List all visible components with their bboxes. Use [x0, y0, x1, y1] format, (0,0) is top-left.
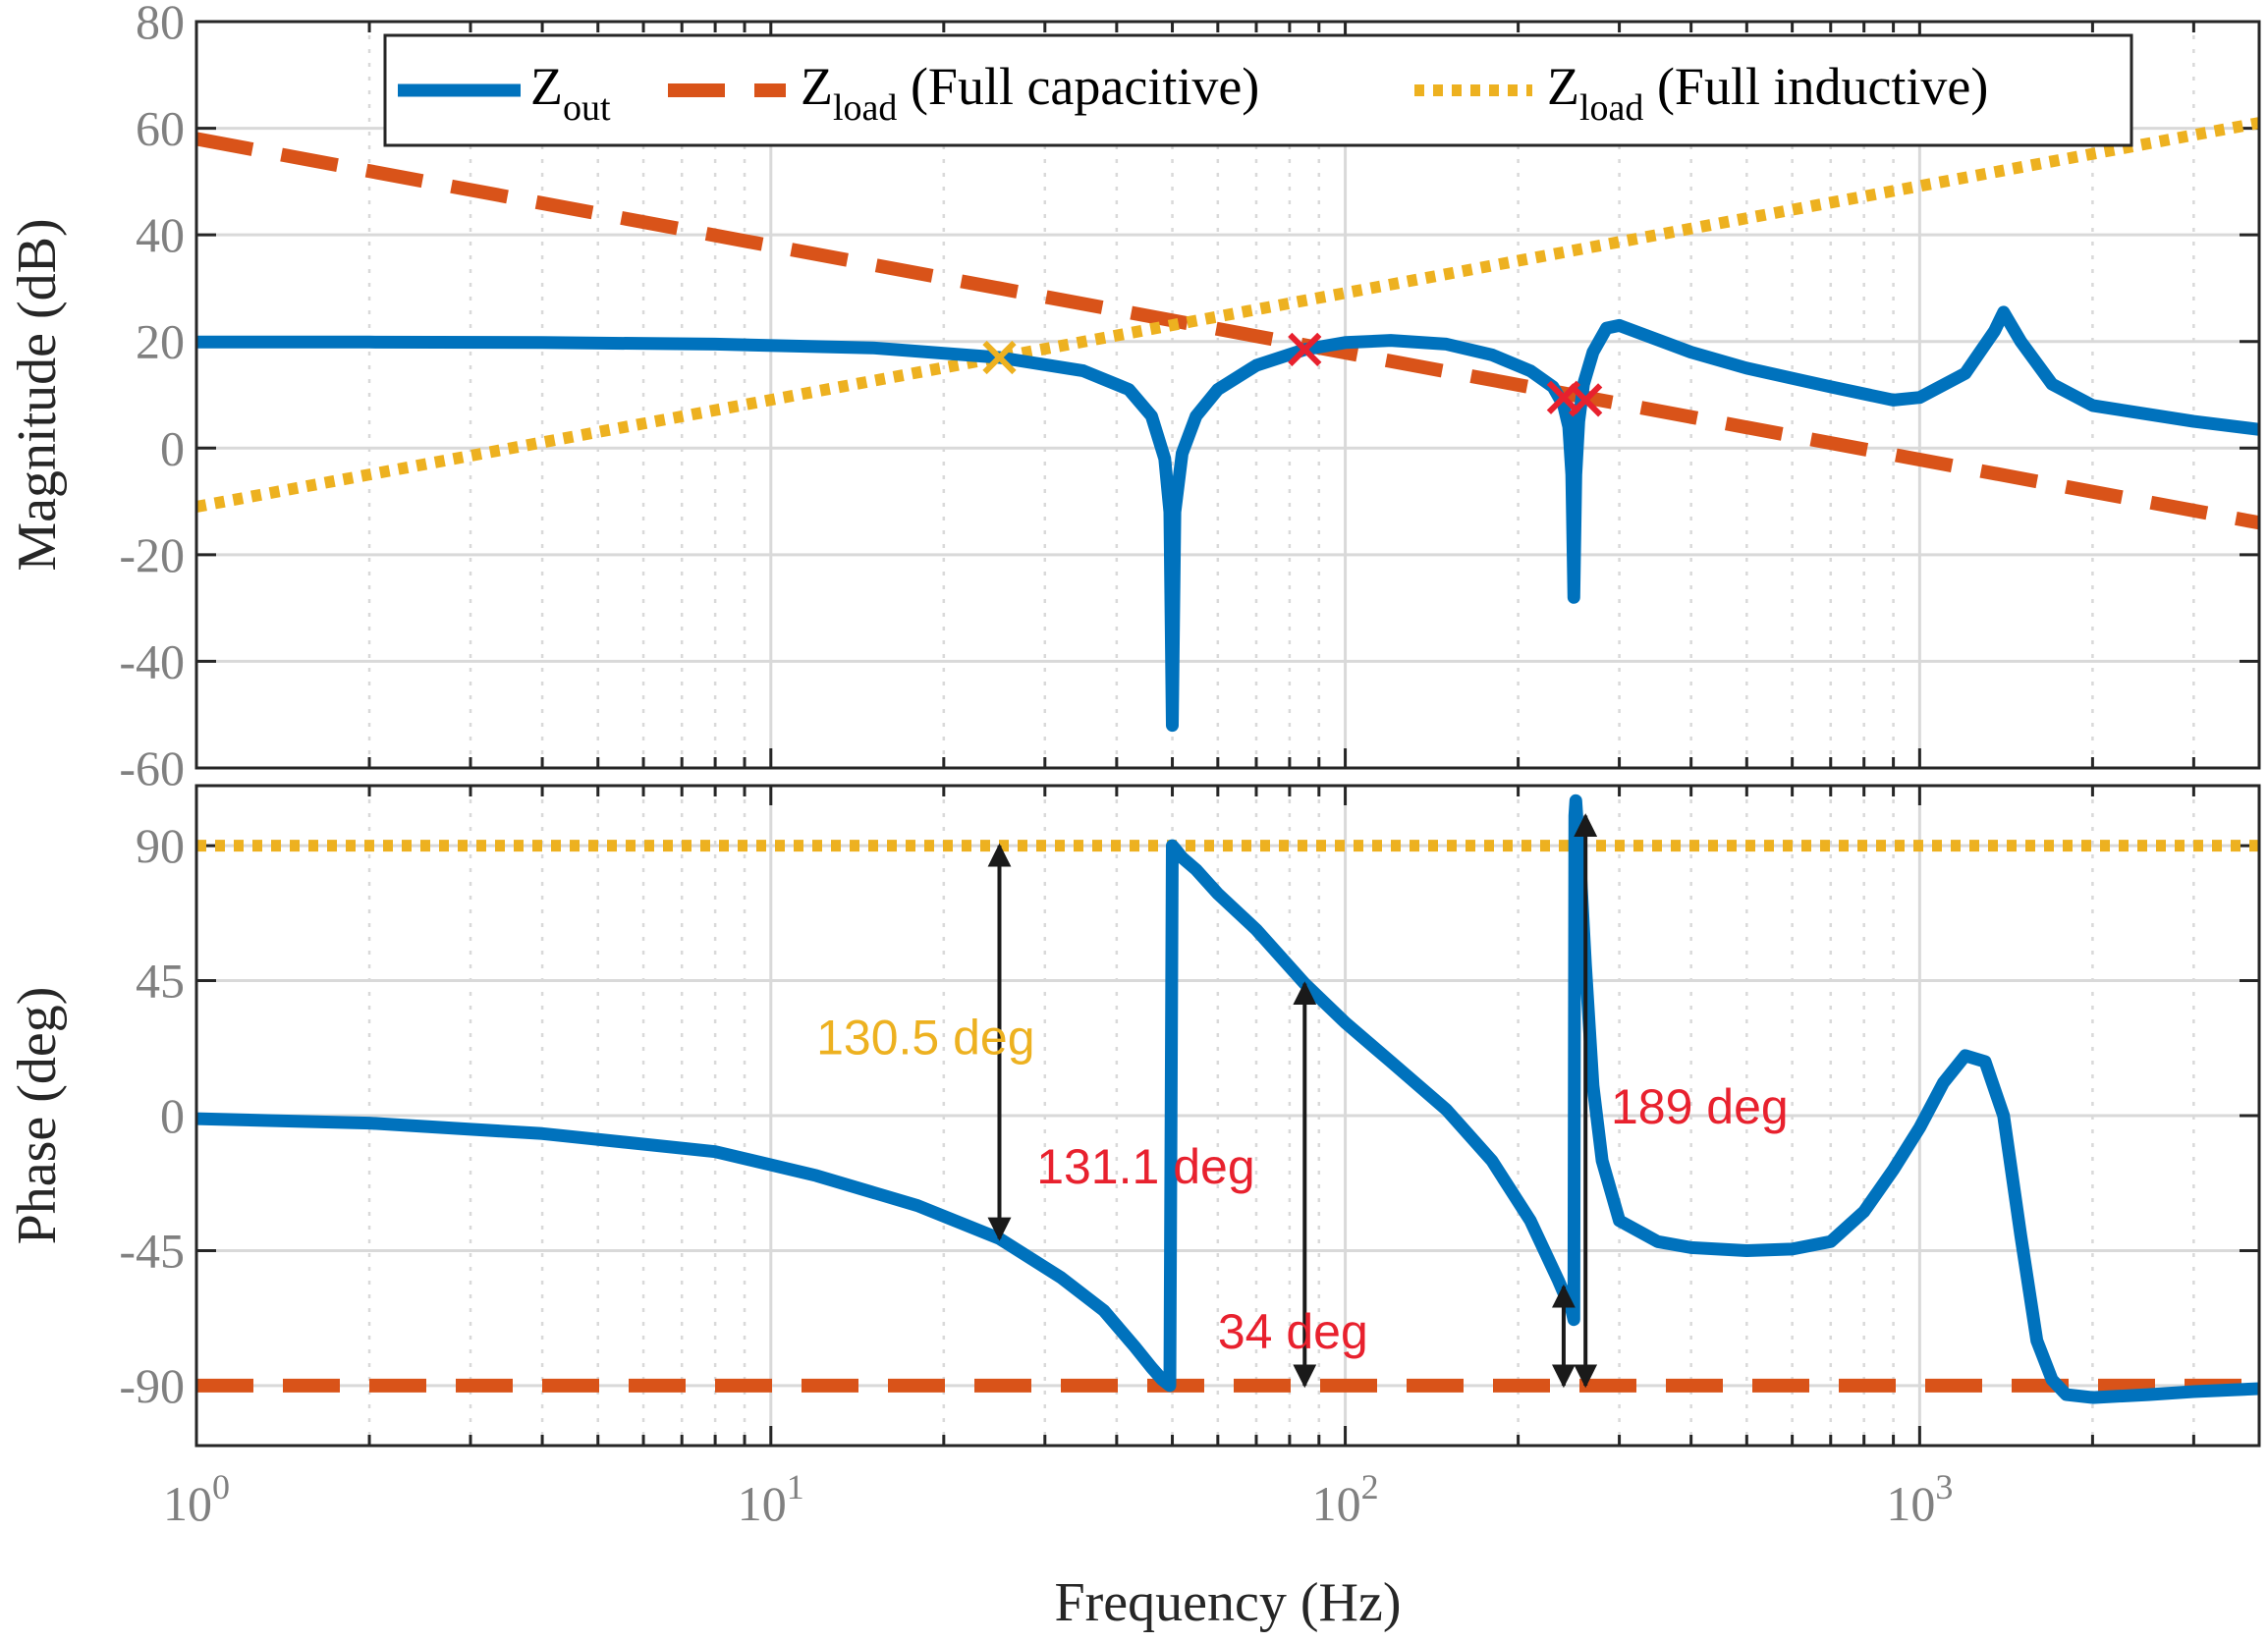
phase-annotation: 189 deg: [1611, 1079, 1789, 1134]
phase-y-tick-label: -90: [119, 1358, 185, 1413]
legend-label-zload-inductive: Zload (Full inductive): [1547, 57, 1988, 129]
phase-y-tick-label: 0: [160, 1088, 185, 1143]
phase-y-tick-label: 45: [136, 954, 185, 1009]
legend: Zout Zload (Full capacitive) Zload (Full i…: [383, 33, 2133, 147]
intersection-marker: [1569, 383, 1603, 417]
x-tick-label: 101: [738, 1467, 804, 1531]
mag-y-tick-label: 80: [136, 0, 185, 49]
mag-frame: [194, 20, 2261, 770]
mag-y-tick-label: 60: [136, 101, 185, 156]
phase-panel: 90 45 0 -45 -90 Phase (deg) 130.5 deg 131.1 deg…: [7, 784, 2261, 1448]
mag-y-tick-label: -20: [119, 527, 185, 582]
phase-ticks: [194, 786, 2259, 1446]
mag-y-tick-label: -40: [119, 633, 185, 688]
mag-y-tick-label: -60: [119, 740, 185, 795]
x-axis-label: Frequency (Hz): [1055, 1572, 1402, 1633]
phase-y-tick-label: 90: [136, 818, 185, 873]
legend-label-zload-capacitive: Zload (Full capacitive): [801, 57, 1259, 129]
phase-annotation: 34 deg: [1218, 1304, 1368, 1359]
phase-y-axis-label: Phase (deg): [7, 987, 68, 1245]
x-tick-label: 100: [163, 1467, 230, 1531]
mag-y-tick-label: 40: [136, 207, 185, 262]
mag-y-tick-label: 0: [160, 420, 185, 475]
phase-frame: [194, 784, 2261, 1448]
legend-label-zout: Zout: [530, 57, 611, 129]
mag-y-tick-label: 20: [136, 314, 185, 369]
phase-annotation: 130.5 deg: [816, 1011, 1034, 1066]
phase-annotation: 131.1 deg: [1036, 1139, 1254, 1194]
magnitude-panel: 80 60 40 20 0 -20 -40 -60 Magnitude (dB) Zout Zloa…: [7, 0, 2261, 795]
mag-ticks: [194, 20, 2259, 770]
x-tick-label: 102: [1312, 1467, 1379, 1531]
x-tick-label: 103: [1886, 1467, 1953, 1531]
intersection-marker: [982, 340, 1017, 375]
frequency-axis: 100 101 102 103 Frequency (Hz): [163, 1467, 1953, 1633]
intersection-marker: [1288, 332, 1322, 366]
mag-series-zload-inductive: [196, 117, 2259, 513]
phase-y-tick-label: -45: [119, 1223, 185, 1278]
mag-series-zload-capacitive: [196, 132, 2259, 530]
mag-y-axis-label: Magnitude (dB): [7, 218, 68, 571]
